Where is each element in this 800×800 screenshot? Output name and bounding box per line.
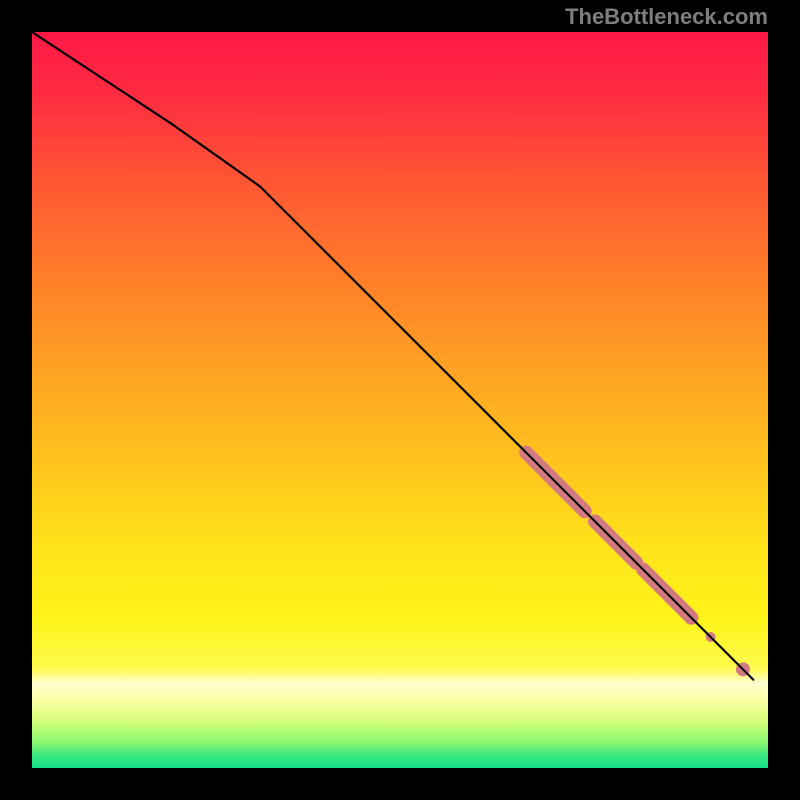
plot-background [32,32,768,768]
stage: TheBottleneck.com [0,0,800,800]
chart-svg [0,0,800,800]
